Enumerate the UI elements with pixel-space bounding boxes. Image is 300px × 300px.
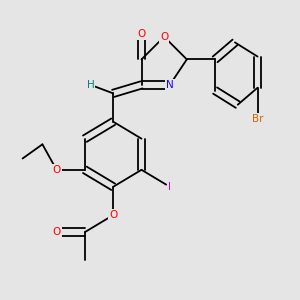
Text: Br: Br: [252, 114, 263, 124]
Text: N: N: [166, 80, 174, 90]
Text: O: O: [52, 165, 61, 175]
Text: O: O: [137, 29, 146, 39]
Text: O: O: [52, 227, 61, 237]
Text: I: I: [168, 182, 171, 192]
Text: O: O: [160, 32, 168, 42]
Text: H: H: [87, 80, 94, 90]
Text: O: O: [109, 210, 117, 220]
